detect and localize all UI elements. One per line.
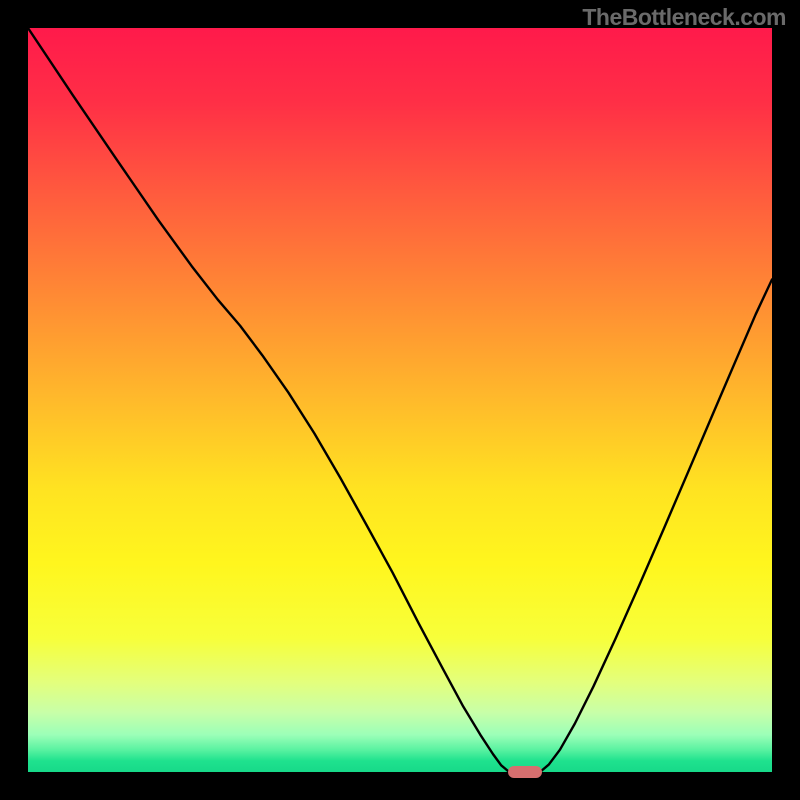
optimal-marker — [508, 766, 542, 778]
plot-area — [28, 28, 772, 772]
curve-polyline — [28, 28, 772, 772]
watermark-text: TheBottleneck.com — [582, 4, 786, 31]
optimal-marker-pill — [508, 766, 542, 778]
bottleneck-curve — [28, 28, 772, 772]
chart-container: TheBottleneck.com — [0, 0, 800, 800]
